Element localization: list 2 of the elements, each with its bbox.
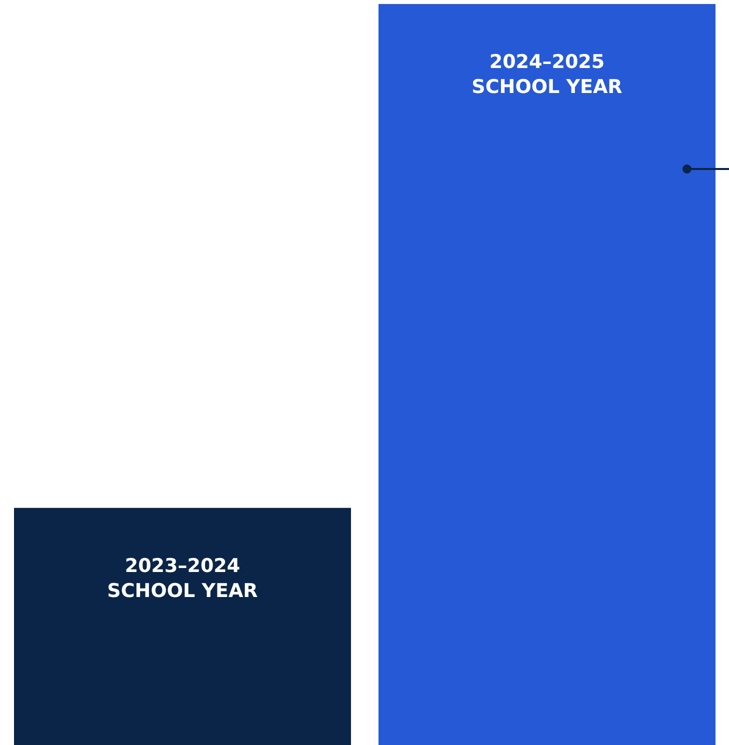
x-tick-label: 2024–2025 SCHOOL YEAR	[472, 51, 623, 98]
x-tick-label: 2023–2024 SCHOOL YEAR	[107, 554, 258, 602]
